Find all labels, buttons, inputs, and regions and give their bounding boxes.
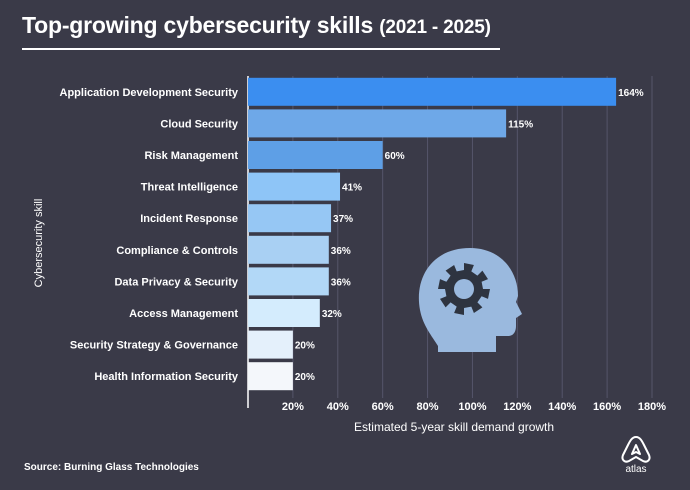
x-tick-label-120: 120% <box>503 401 531 413</box>
title-underline <box>22 48 500 50</box>
category-label-3: Threat Intelligence <box>141 182 238 194</box>
bar-6 <box>248 267 329 296</box>
title-main: Top-growing cybersecurity skills <box>22 12 374 38</box>
bar-7 <box>248 299 320 327</box>
value-label-0: 164% <box>618 88 644 99</box>
value-label-3: 41% <box>342 183 362 194</box>
title-years: (2021 - 2025) <box>379 17 491 38</box>
brand-logo: atlas <box>616 434 656 478</box>
x-tick-label-40: 40% <box>327 401 349 413</box>
x-tick-label-180: 180% <box>638 401 666 413</box>
value-label-9: 20% <box>295 372 315 383</box>
bar-4 <box>248 204 332 233</box>
category-label-8: Security Strategy & Governance <box>70 340 238 352</box>
bar-0 <box>248 77 617 106</box>
chart-title: Top-growing cybersecurity skills (2021 -… <box>22 12 491 39</box>
bar-8 <box>248 330 293 359</box>
bar-3 <box>248 172 341 201</box>
category-label-9: Health Information Security <box>94 371 239 383</box>
category-label-6: Data Privacy & Security <box>114 276 238 288</box>
x-tick-label-140: 140% <box>548 401 576 413</box>
x-tick-label-80: 80% <box>417 401 439 413</box>
brand-name: atlas <box>625 464 647 475</box>
bar-5 <box>248 235 329 264</box>
category-label-5: Compliance & Controls <box>116 245 238 257</box>
value-label-5: 36% <box>331 246 351 257</box>
x-tick-label-100: 100% <box>458 401 486 413</box>
category-label-1: Cloud Security <box>160 118 239 130</box>
value-label-1: 115% <box>508 119 533 130</box>
bar-2 <box>248 141 383 169</box>
category-label-7: Access Management <box>129 308 238 320</box>
bar-1 <box>248 109 507 138</box>
source-note: Source: Burning Glass Technologies <box>24 462 199 473</box>
x-axis-label: Estimated 5-year skill demand growth <box>354 420 554 434</box>
gear-hole <box>454 279 474 299</box>
value-label-2: 60% <box>385 151 405 162</box>
value-label-6: 36% <box>331 277 351 288</box>
category-label-4: Incident Response <box>140 213 238 225</box>
x-tick-label-160: 160% <box>593 401 621 413</box>
category-label-0: Application Development Security <box>60 87 239 99</box>
x-tick-label-60: 60% <box>372 401 394 413</box>
title-block: Top-growing cybersecurity skills (2021 -… <box>22 12 500 50</box>
head-gear-icon <box>418 248 522 352</box>
value-label-8: 20% <box>295 341 315 352</box>
value-label-4: 37% <box>333 214 353 225</box>
value-label-7: 32% <box>322 309 342 320</box>
bar-9 <box>248 362 293 391</box>
category-label-2: Risk Management <box>144 150 238 162</box>
x-tick-label-20: 20% <box>282 401 304 413</box>
y-axis-label: Cybersecurity skill <box>33 199 45 288</box>
atlas-logo-icon <box>621 436 651 463</box>
